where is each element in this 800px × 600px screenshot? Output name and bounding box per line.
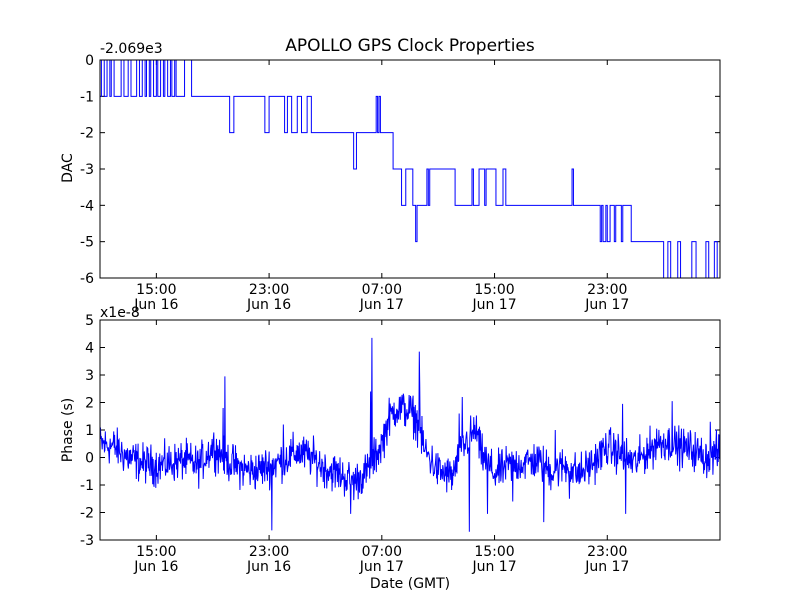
dac-xtick-date: Jun 17 bbox=[584, 297, 629, 313]
dac-ytick-label: -6 bbox=[80, 271, 94, 287]
phase-line bbox=[99, 337, 721, 532]
dac-line bbox=[100, 59, 720, 279]
dac-yticks: 0 -1 -2 -3 -4 -5 -6 bbox=[80, 53, 720, 287]
dac-offset-label: -2.069e3 bbox=[100, 41, 163, 57]
phase-xtick-date: Jun 17 bbox=[471, 559, 516, 575]
dac-plot-frame bbox=[99, 59, 721, 279]
dac-xtick-time: 15:00 bbox=[474, 282, 514, 298]
phase-xtick-time: 15:00 bbox=[136, 544, 176, 560]
phase-ytick-label: -2 bbox=[80, 506, 94, 522]
dac-xtick-time: 07:00 bbox=[362, 282, 402, 298]
dac-xtick-date: Jun 16 bbox=[246, 297, 291, 313]
phase-ytick-label: 5 bbox=[85, 313, 94, 329]
dac-ytick-label: -5 bbox=[80, 235, 94, 251]
phase-ytick-label: -3 bbox=[80, 533, 94, 549]
phase-xtick-time: 23:00 bbox=[587, 544, 627, 560]
phase-chart: x1e-8 Phase (s) Date (GMT) 543210-1-2-3 … bbox=[60, 305, 721, 592]
dac-xtick-time: 23:00 bbox=[249, 282, 289, 298]
phase-xtick-date: Jun 17 bbox=[584, 559, 629, 575]
phase-ytick-label: 0 bbox=[85, 451, 94, 467]
phase-yticks: 5 4 3 2 1 0 -1 -2 -3 bbox=[80, 313, 720, 549]
dac-chart: APOLLO GPS Clock Properties -2.069e3 DAC… bbox=[60, 36, 721, 313]
phase-ytick-label: 1 bbox=[85, 423, 94, 439]
phase-ytick-label: 3 bbox=[85, 368, 94, 384]
dac-ytick-label: 0 bbox=[85, 53, 94, 69]
dac-series bbox=[100, 59, 720, 279]
dac-ytick-label: -4 bbox=[80, 198, 94, 214]
phase-xtick-time: 15:00 bbox=[474, 544, 514, 560]
phase-ytick-label: 2 bbox=[85, 396, 94, 412]
phase-offset-label: x1e-8 bbox=[100, 305, 140, 321]
phase-ylabel: Phase (s) bbox=[60, 398, 76, 462]
dac-ytick-label: -3 bbox=[80, 162, 94, 178]
phase-ytick-label: -1 bbox=[80, 478, 94, 494]
phase-xlabel: Date (GMT) bbox=[370, 576, 450, 592]
dac-xtick-date: Jun 17 bbox=[359, 297, 404, 313]
dac-xtick-time: 15:00 bbox=[136, 282, 176, 298]
phase-xtick-date: Jun 16 bbox=[133, 559, 178, 575]
dac-ylabel: DAC bbox=[60, 153, 76, 183]
phase-ytick-label: 4 bbox=[85, 341, 94, 357]
dac-ytick-label: -2 bbox=[80, 126, 94, 142]
chart-title: APOLLO GPS Clock Properties bbox=[285, 36, 535, 56]
dac-ytick-label: -1 bbox=[80, 89, 94, 105]
phase-xtick-date: Jun 16 bbox=[246, 559, 291, 575]
dac-xtick-date: Jun 17 bbox=[471, 297, 516, 313]
phase-xtick-date: Jun 17 bbox=[359, 559, 404, 575]
dac-xtick-time: 23:00 bbox=[587, 282, 627, 298]
phase-xtick-time: 07:00 bbox=[362, 544, 402, 560]
dac-xtick-date: Jun 16 bbox=[133, 297, 178, 313]
phase-xtick-time: 23:00 bbox=[249, 544, 289, 560]
phase-plot-frame bbox=[99, 319, 721, 541]
phase-series bbox=[99, 337, 721, 532]
